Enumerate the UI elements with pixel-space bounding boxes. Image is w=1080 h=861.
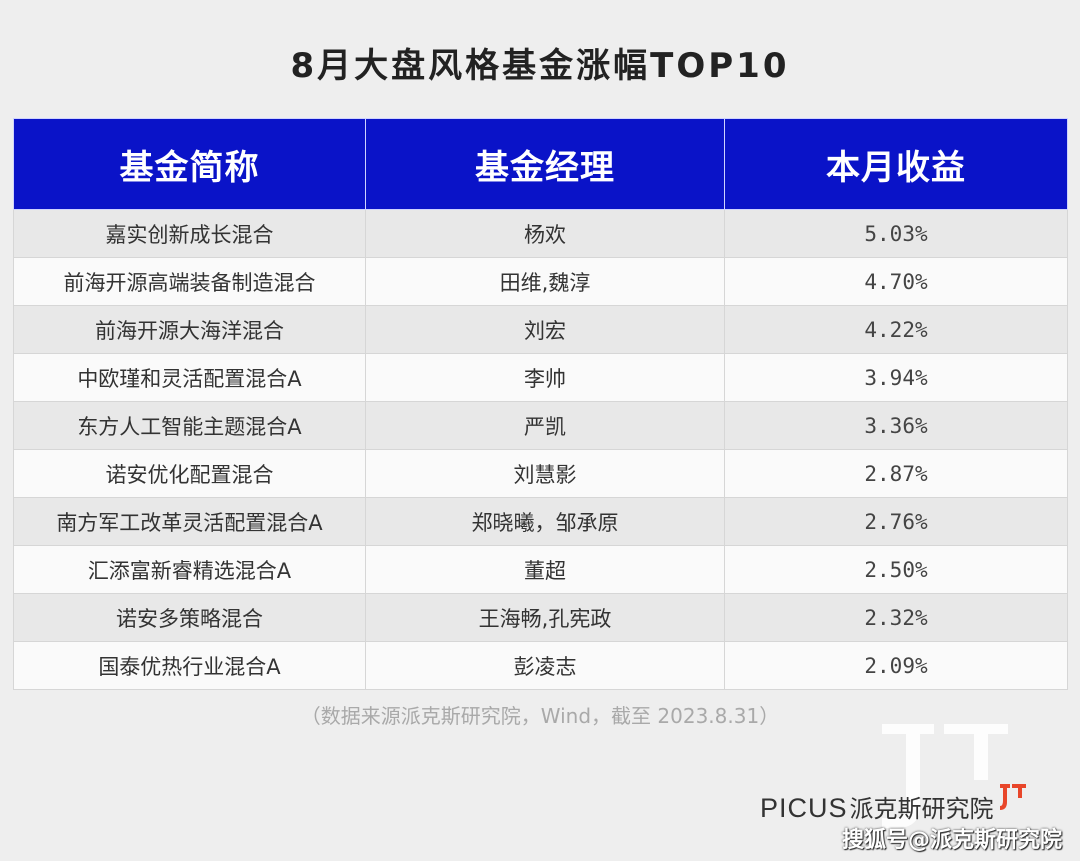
brand-latin-text: PICUS bbox=[760, 793, 848, 823]
table-row: 中欧瑾和灵活配置混合A 李帅 3.94% bbox=[13, 353, 1068, 402]
fund-table: 基金简称 基金经理 本月收益 嘉实创新成长混合 杨欢 5.03% 前海开源高端装备制造… bbox=[13, 118, 1068, 690]
fund-manager-cell: 杨欢 bbox=[365, 209, 725, 258]
fund-name-cell: 汇添富新睿精选混合A bbox=[13, 545, 366, 594]
fund-name-cell: 前海开源大海洋混合 bbox=[13, 305, 366, 354]
monthly-return-cell: 4.70% bbox=[724, 257, 1068, 306]
header-fund-name: 基金简称 bbox=[13, 118, 366, 210]
table-row: 南方军工改革灵活配置混合A 郑晓曦，邹承原 2.76% bbox=[13, 497, 1068, 546]
fund-manager-cell: 郑晓曦，邹承原 bbox=[365, 497, 725, 546]
fund-name-cell: 诺安优化配置混合 bbox=[13, 449, 366, 498]
monthly-return-cell: 5.03% bbox=[724, 209, 1068, 258]
fund-manager-cell: 田维,魏淳 bbox=[365, 257, 725, 306]
table-row: 国泰优热行业混合A 彭凌志 2.09% bbox=[13, 641, 1068, 690]
brand-chinese-text: 派克斯研究院 bbox=[849, 795, 994, 823]
monthly-return-cell: 3.36% bbox=[724, 401, 1068, 450]
monthly-return-cell: 2.50% bbox=[724, 545, 1068, 594]
data-source-note: （数据来源派克斯研究院，Wind，截至 2023.8.31） bbox=[300, 704, 780, 728]
monthly-return-cell: 2.76% bbox=[724, 497, 1068, 546]
monthly-return-cell: 2.87% bbox=[724, 449, 1068, 498]
fund-name-cell: 嘉实创新成长混合 bbox=[13, 209, 366, 258]
fund-manager-cell: 王海畅,孔宪政 bbox=[365, 593, 725, 642]
fund-manager-cell: 刘慧影 bbox=[365, 449, 725, 498]
page-title: 8月大盘风格基金涨幅TOP10 bbox=[290, 46, 790, 86]
fund-manager-cell: 严凯 bbox=[365, 401, 725, 450]
table-row: 前海开源大海洋混合 刘宏 4.22% bbox=[13, 305, 1068, 354]
monthly-return-cell: 2.09% bbox=[724, 641, 1068, 690]
monthly-return-cell: 4.22% bbox=[724, 305, 1068, 354]
fund-name-cell: 前海开源高端装备制造混合 bbox=[13, 257, 366, 306]
sohu-watermark-text: 搜狐号@派克斯研究院 bbox=[842, 828, 1063, 853]
header-fund-manager: 基金经理 bbox=[365, 118, 725, 210]
brand-logo: PICUS 派克斯研究院 bbox=[760, 780, 1028, 824]
table-header-row: 基金简称 基金经理 本月收益 bbox=[13, 118, 1068, 210]
fund-manager-cell: 李帅 bbox=[365, 353, 725, 402]
fund-name-cell: 南方军工改革灵活配置混合A bbox=[13, 497, 366, 546]
table-row: 东方人工智能主题混合A 严凯 3.36% bbox=[13, 401, 1068, 450]
monthly-return-cell: 2.32% bbox=[724, 593, 1068, 642]
fund-manager-cell: 彭凌志 bbox=[365, 641, 725, 690]
table-row: 汇添富新睿精选混合A 董超 2.50% bbox=[13, 545, 1068, 594]
table-row: 嘉实创新成长混合 杨欢 5.03% bbox=[13, 209, 1068, 258]
header-monthly-return: 本月收益 bbox=[724, 118, 1068, 210]
fund-name-cell: 诺安多策略混合 bbox=[13, 593, 366, 642]
fund-manager-cell: 刘宏 bbox=[365, 305, 725, 354]
fund-name-cell: 国泰优热行业混合A bbox=[13, 641, 366, 690]
picus-logo-icon bbox=[999, 784, 1026, 810]
table-row: 诺安多策略混合 王海畅,孔宪政 2.32% bbox=[13, 593, 1068, 642]
fund-manager-cell: 董超 bbox=[365, 545, 725, 594]
picus-watermark-icon bbox=[882, 724, 1008, 828]
monthly-return-cell: 3.94% bbox=[724, 353, 1068, 402]
fund-name-cell: 中欧瑾和灵活配置混合A bbox=[13, 353, 366, 402]
fund-name-cell: 东方人工智能主题混合A bbox=[13, 401, 366, 450]
table-row: 前海开源高端装备制造混合 田维,魏淳 4.70% bbox=[13, 257, 1068, 306]
table-row: 诺安优化配置混合 刘慧影 2.87% bbox=[13, 449, 1068, 498]
